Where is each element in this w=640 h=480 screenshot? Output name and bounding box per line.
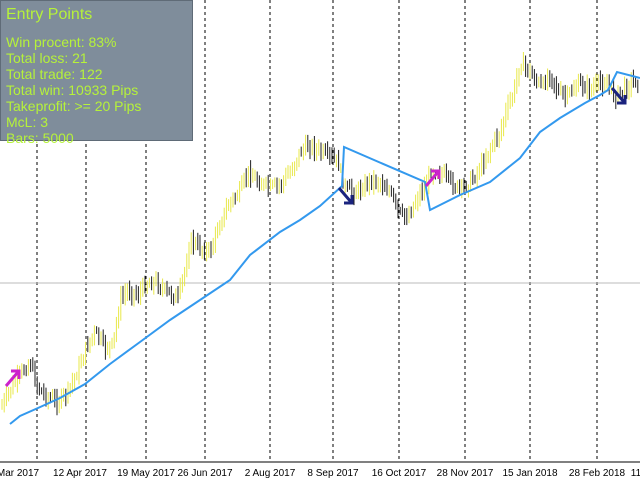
x-tick-label: 2 Aug 2017	[245, 468, 296, 479]
signal-arrows	[4, 87, 627, 387]
x-tick-label: 15 Jan 2018	[502, 468, 557, 479]
buy-arrow-icon	[424, 169, 441, 187]
buy-arrow-icon	[4, 369, 21, 387]
total-trade-text: Total trade: 122	[6, 66, 103, 82]
x-tick-label: 26 Jun 2017	[177, 468, 232, 479]
takeprofit-text: Takeprofit: >= 20 Pips	[6, 98, 142, 114]
x-tick-label: 28 Nov 2017	[437, 468, 494, 479]
x-tick-label: 11	[631, 468, 640, 479]
x-tick-label: 19 May 2017	[117, 468, 175, 479]
win-percent-text: Win procent: 83%	[6, 34, 117, 50]
grid-lines	[36, 0, 598, 462]
bars-text: Bars: 5000	[6, 130, 74, 146]
x-tick-label: 8 Sep 2017	[307, 468, 359, 479]
x-tick-label: Mar 2017	[0, 468, 40, 479]
mcl-text: McL: 3	[6, 114, 49, 130]
total-loss-text: Total loss: 21	[6, 50, 88, 66]
panel-title: Entry Points	[6, 6, 93, 23]
total-win-text: Total win: 10933 Pips	[6, 82, 139, 98]
x-tick-label: 16 Oct 2017	[372, 468, 427, 479]
moving-average-line	[9, 70, 640, 425]
x-tick-label: 12 Apr 2017	[53, 468, 107, 479]
sell-arrow-icon	[337, 187, 354, 205]
x-tick-label: 28 Feb 2018	[569, 468, 626, 479]
price-bars	[1, 52, 639, 416]
sell-arrow-icon	[610, 87, 627, 105]
x-axis-labels: Mar 2017 12 Apr 2017 19 May 2017 26 Jun 201…	[0, 468, 640, 479]
entry-points-panel: Entry Points Win procent: 83% Total loss…	[0, 0, 193, 146]
